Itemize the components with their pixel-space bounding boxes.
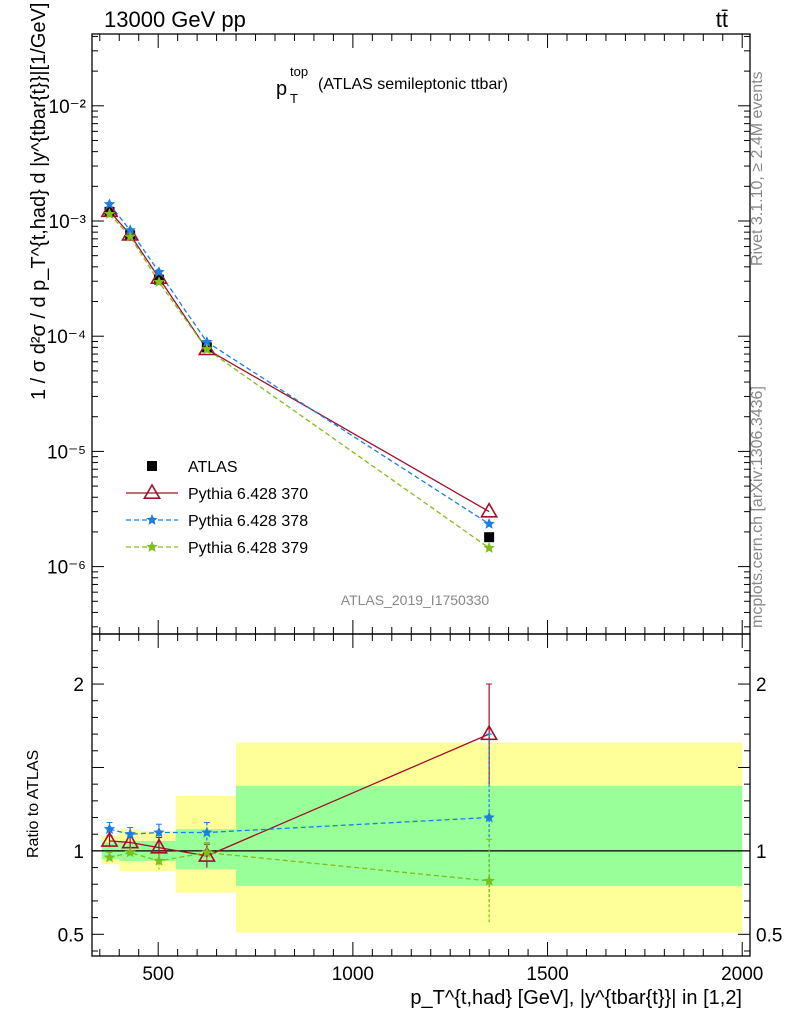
header-energy-label: 13000 GeV pp (104, 7, 246, 32)
title-superscript: top (290, 64, 308, 79)
main-point-pythia-6-428-379-0 (103, 208, 116, 219)
main-line-pythia-6-428-378 (108, 203, 490, 525)
main-point-pythia-6-428-378-1 (124, 224, 136, 236)
main-point-pythia-6-428-370-4 (480, 501, 499, 518)
plot-title: p top T (ATLAS semileptonic ttbar) (276, 64, 508, 106)
main-point-atlas-4 (484, 532, 495, 543)
xtick-label: 500 (142, 964, 174, 985)
ratio-point-pythia-6-428-378-4 (483, 811, 495, 823)
ratio-point-pythia-6-428-370-2 (150, 837, 168, 854)
main-point-pythia-6-428-378-0 (103, 198, 116, 209)
main-point-pythia-6-428-370-1 (121, 225, 140, 241)
header-process-label: tt̄ (716, 7, 728, 32)
main-ytick-label: 10⁻⁵ (47, 442, 86, 463)
ratio-ytick-label-left: 0.5 (58, 925, 84, 946)
ratio-point-pythia-6-428-370-3 (197, 846, 216, 862)
series-markers (100, 198, 499, 886)
ratio-point-pythia-6-428-378-1 (124, 828, 136, 840)
legend-marker-pythia-6-428-379 (146, 541, 158, 552)
ratio-point-pythia-6-428-379-2 (153, 854, 165, 866)
xtick-label: 1500 (526, 964, 568, 985)
legend-marker-pythia-6-428-378 (146, 514, 158, 525)
main-ytick-label: 10⁻³ (49, 212, 87, 233)
ratio-point-pythia-6-428-379-3 (201, 846, 213, 858)
ratio-point-pythia-6-428-370-4 (480, 724, 499, 741)
title-symbol: p (276, 78, 287, 100)
main-point-pythia-6-428-379-4 (483, 542, 495, 553)
ratio-point-pythia-6-428-378-0 (103, 823, 116, 835)
title-subscript: T (290, 91, 298, 106)
ratio-ytick-label-right: 0.5 (756, 925, 782, 946)
rivet-version-label: Rivet 3.1.10, ≥ 2.4M events (749, 71, 766, 266)
legend-label-pythia-6-428-378: Pythia 6.428 378 (188, 513, 308, 530)
main-line-pythia-6-428-370 (109, 210, 490, 513)
ratio-point-pythia-6-428-370-0 (100, 831, 119, 847)
ratio-point-pythia-6-428-379-0 (103, 851, 116, 863)
main-ytick-label: 10⁻² (49, 97, 87, 118)
ratio-ytick-label-left: 1 (73, 842, 84, 863)
legend-label-pythia-6-428-370: Pythia 6.428 370 (188, 486, 308, 503)
x-axis-label: p_T^{t,had} [GeV], |y^{tbar{t}}| in [1,2… (410, 987, 742, 1009)
ratio-plot-frame (91, 633, 751, 957)
legend-marker-atlas (147, 461, 157, 471)
axes: 10⁻⁶ 10⁻⁵ 10⁻⁴ 10⁻³ 10⁻² 0.5 0.5 1 1 2 2 500 1000 150… (47, 33, 782, 985)
xtick-label: 1000 (332, 964, 374, 985)
main-ytick-label: 10⁻⁶ (47, 558, 86, 579)
main-point-pythia-6-428-379-3 (201, 343, 213, 355)
ratio-ytick-label-right: 1 (756, 842, 767, 863)
xtick-label: 2000 (721, 964, 763, 985)
main-point-pythia-6-428-378-4 (483, 517, 495, 529)
main-point-pythia-6-428-379-1 (124, 230, 136, 242)
legend-label-pythia-6-428-379: Pythia 6.428 379 (188, 540, 308, 557)
main-point-pythia-6-428-379-2 (153, 276, 165, 287)
ratio-ytick-label-left: 2 (73, 675, 84, 696)
mcplots-source-label: mcplots.cern.ch [arXiv:1306.3436] (749, 386, 766, 628)
analysis-id-label: ATLAS_2019_I1750330 (341, 592, 490, 608)
ratio-point-pythia-6-428-379-4 (483, 874, 495, 886)
legend-marker-pythia-6-428-370 (143, 483, 161, 500)
ratio-y-axis-label: Ratio to ATLAS (25, 750, 42, 858)
legend-label-atlas: ATLAS (188, 459, 238, 476)
main-y-axis-label: 1 / σ d²σ / d p_T^{t,had} d |y^{tbar{t}}… (28, 3, 50, 400)
ratio-point-pythia-6-428-378-3 (201, 826, 213, 838)
ratio-point-pythia-6-428-378-2 (153, 826, 165, 838)
ratio-point-pythia-6-428-379-1 (124, 846, 136, 858)
title-description: (ATLAS semileptonic ttbar) (318, 76, 508, 93)
ratio-uncertainty-bands (92, 742, 750, 933)
main-point-pythia-6-428-378-2 (153, 266, 165, 277)
main-ytick-label: 10⁻⁴ (47, 327, 86, 348)
ratio-ytick-label-right: 2 (756, 675, 767, 696)
main-point-pythia-6-428-378-3 (201, 336, 213, 347)
legend: ATLAS Pythia 6.428 370 Pythia 6.428 378 Pyt… (126, 459, 308, 557)
